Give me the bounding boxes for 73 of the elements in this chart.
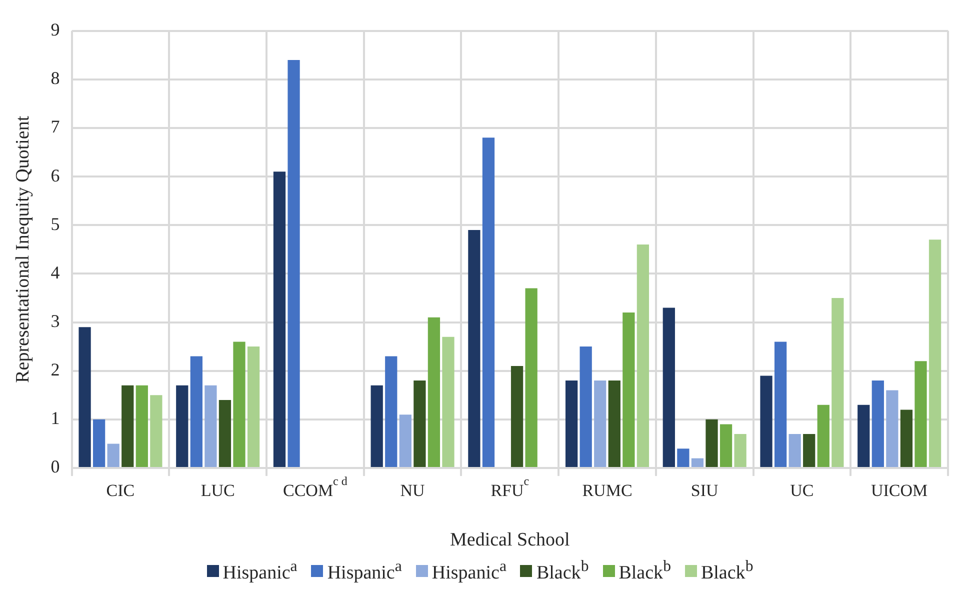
y-tick-label: 9: [50, 20, 60, 40]
bar: [858, 404, 870, 467]
bar: [107, 444, 120, 467]
bar: [677, 448, 690, 467]
bar: [594, 380, 606, 467]
x-axis-title: Medical School: [450, 530, 570, 551]
bar: [233, 342, 246, 467]
bar: [370, 385, 383, 467]
y-tick-label: 0: [50, 456, 60, 477]
bar: [273, 172, 286, 467]
bar: [662, 308, 675, 467]
x-tick-label: CIC: [106, 481, 135, 500]
bar: [468, 230, 480, 467]
bar: [510, 366, 524, 467]
bar: [565, 380, 578, 467]
bar: [92, 419, 106, 467]
bar: [482, 138, 495, 467]
bar: [247, 346, 260, 467]
bar: [428, 317, 440, 467]
y-tick-label: 6: [50, 165, 60, 186]
legend-label: Hispanic$^{a}$: [432, 558, 506, 584]
bar: [622, 312, 635, 467]
legend-label: Hispanic$^{a}$: [222, 558, 298, 584]
bar: [706, 419, 718, 467]
x-tick-label: NU: [400, 481, 425, 500]
bar: [122, 385, 134, 467]
bar: [720, 424, 732, 467]
bar: [914, 361, 927, 467]
bar: [900, 410, 913, 467]
bar: [608, 380, 620, 467]
x-tick-label: UC: [790, 481, 814, 500]
x-tick-label: RUMC: [582, 481, 632, 500]
y-axis-title: Representational Inequity Quotient: [12, 115, 34, 383]
bar: [78, 327, 91, 467]
bar: [204, 385, 217, 467]
bar: [872, 380, 884, 467]
bar: [580, 346, 592, 467]
y-tick-label: 1: [50, 408, 60, 428]
bar: [636, 244, 650, 467]
legend-label: Black$^{b}$: [700, 558, 754, 584]
bar: [288, 60, 300, 467]
x-tick-label: SIU: [690, 481, 718, 500]
y-tick-label: 5: [50, 214, 60, 234]
bar: [803, 434, 816, 467]
bar: [414, 380, 426, 467]
bar: [399, 414, 412, 467]
x-tick-label: UICOM: [870, 481, 928, 500]
bar: [385, 356, 398, 467]
x-tick-label: LUC: [200, 481, 235, 500]
legend-label: Black$^{b}$: [536, 558, 589, 584]
bar: [774, 342, 787, 467]
bar: [442, 336, 454, 467]
bar: [136, 385, 148, 467]
bar: [525, 288, 538, 467]
y-tick-label: 3: [50, 311, 60, 331]
y-tick-label: 7: [50, 116, 60, 137]
bar: [734, 434, 746, 467]
y-tick-label: 2: [50, 360, 60, 380]
bar: [218, 400, 232, 467]
y-tick-label: 4: [50, 262, 60, 282]
bar: [788, 434, 801, 467]
legend-label: Black$^{b}$: [618, 558, 671, 584]
bar: [190, 356, 202, 467]
bar: [760, 376, 772, 467]
bar: [928, 240, 942, 467]
bar: [691, 458, 704, 467]
bar: [176, 385, 188, 467]
bar: [150, 395, 162, 467]
bar: [817, 404, 830, 467]
legend-label: Hispanic$^{a}$: [327, 558, 402, 584]
bar: [832, 298, 844, 467]
y-tick-label: 8: [50, 68, 60, 88]
bar: [886, 390, 898, 467]
